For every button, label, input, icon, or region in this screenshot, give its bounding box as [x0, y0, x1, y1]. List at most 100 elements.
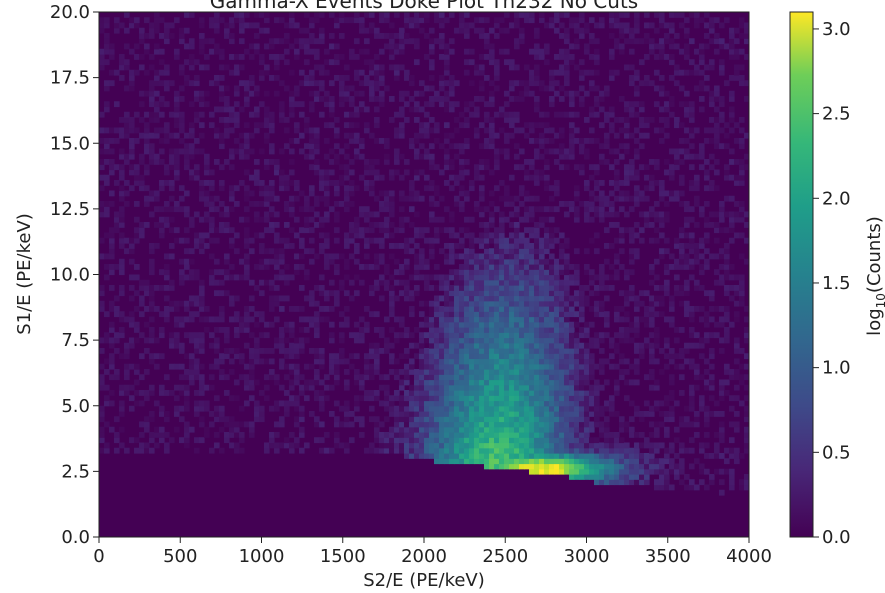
- heatmap-cell: [554, 91, 560, 97]
- heatmap-cell: [444, 427, 450, 433]
- heatmap-cell: [329, 101, 335, 107]
- heatmap-cell: [674, 196, 680, 202]
- heatmap-cell: [229, 70, 235, 76]
- heatmap-cell: [344, 380, 350, 386]
- heatmap-cell: [549, 296, 555, 302]
- heatmap-cell: [544, 416, 550, 422]
- heatmap-cell: [419, 12, 425, 18]
- heatmap-cell: [649, 343, 655, 349]
- heatmap-cell: [254, 353, 260, 359]
- heatmap-cell: [159, 311, 165, 317]
- heatmap-cell: [304, 49, 310, 55]
- heatmap-cell: [634, 359, 640, 365]
- heatmap-cell: [419, 364, 425, 370]
- heatmap-cell: [359, 91, 365, 97]
- heatmap-cell: [424, 301, 430, 307]
- heatmap-cell: [259, 217, 265, 223]
- heatmap-cell: [444, 138, 450, 144]
- heatmap-cell: [204, 91, 210, 97]
- heatmap-cell: [314, 54, 320, 60]
- heatmap-cell: [489, 348, 495, 354]
- heatmap-cell: [329, 44, 335, 50]
- heatmap-cell: [309, 154, 315, 160]
- heatmap-cell: [629, 101, 635, 107]
- heatmap-cell: [659, 212, 665, 218]
- heatmap-cell: [189, 128, 195, 134]
- heatmap-cell: [479, 332, 485, 338]
- heatmap-cell: [454, 353, 460, 359]
- heatmap-cell: [209, 122, 215, 128]
- heatmap-cell: [354, 107, 360, 113]
- heatmap-cell: [254, 86, 260, 92]
- heatmap-cell: [239, 317, 245, 323]
- heatmap-cell: [654, 201, 660, 207]
- heatmap-cell: [539, 453, 545, 459]
- heatmap-cell: [269, 280, 275, 286]
- heatmap-cell: [534, 427, 540, 433]
- heatmap-cell: [219, 212, 225, 218]
- heatmap-cell: [369, 364, 375, 370]
- heatmap-cell: [364, 107, 370, 113]
- heatmap-cell: [119, 54, 125, 60]
- heatmap-cell: [609, 464, 615, 470]
- heatmap-cell: [584, 453, 590, 459]
- heatmap-cell: [209, 275, 215, 281]
- heatmap-cell: [354, 138, 360, 144]
- heatmap-cell: [144, 196, 150, 202]
- heatmap-cell: [314, 311, 320, 317]
- heatmap-cell: [319, 243, 325, 249]
- heatmap-cell: [384, 269, 390, 275]
- heatmap-cell: [164, 164, 170, 170]
- heatmap-cell: [189, 101, 195, 107]
- heatmap-cell: [559, 332, 565, 338]
- heatmap-cell: [549, 364, 555, 370]
- heatmap-cell: [534, 54, 540, 60]
- heatmap-cell: [169, 149, 175, 155]
- heatmap-cell: [254, 112, 260, 118]
- heatmap-cell: [594, 275, 600, 281]
- heatmap-cell: [334, 23, 340, 29]
- heatmap-cell: [394, 227, 400, 233]
- heatmap-cell: [444, 453, 450, 459]
- heatmap-cell: [449, 80, 455, 86]
- heatmap-cell: [294, 49, 300, 55]
- heatmap-cell: [679, 180, 685, 186]
- heatmap-cell: [509, 338, 515, 344]
- heatmap-cell: [224, 254, 230, 260]
- heatmap-cell: [289, 380, 295, 386]
- heatmap-cell: [404, 33, 410, 39]
- heatmap-cell: [659, 485, 665, 491]
- heatmap-cell: [504, 317, 510, 323]
- heatmap-cell: [414, 416, 420, 422]
- heatmap-cell: [459, 458, 465, 464]
- heatmap-cell: [349, 280, 355, 286]
- heatmap-cell: [289, 159, 295, 165]
- heatmap-cell: [209, 332, 215, 338]
- heatmap-cell: [269, 112, 275, 118]
- heatmap-cell: [184, 154, 190, 160]
- heatmap-cell: [304, 269, 310, 275]
- heatmap-cell: [659, 191, 665, 197]
- heatmap-cell: [114, 17, 120, 23]
- heatmap-cell: [199, 290, 205, 296]
- heatmap-cell: [279, 54, 285, 60]
- heatmap-cell: [234, 91, 240, 97]
- heatmap-cell: [444, 332, 450, 338]
- heatmap-cell: [264, 112, 270, 118]
- heatmap-cell: [324, 154, 330, 160]
- heatmap-cell: [554, 149, 560, 155]
- heatmap-cell: [594, 138, 600, 144]
- heatmap-cell: [429, 453, 435, 459]
- heatmap-cell: [619, 464, 625, 470]
- heatmap-cell: [474, 327, 480, 333]
- heatmap-cell: [309, 80, 315, 86]
- heatmap-cell: [474, 385, 480, 391]
- heatmap-cell: [149, 80, 155, 86]
- heatmap-cell: [474, 275, 480, 281]
- heatmap-cell: [634, 138, 640, 144]
- heatmap-cell: [184, 406, 190, 412]
- heatmap-cell: [344, 275, 350, 281]
- heatmap-cell: [359, 264, 365, 270]
- heatmap-cell: [284, 353, 290, 359]
- heatmap-cell: [319, 248, 325, 254]
